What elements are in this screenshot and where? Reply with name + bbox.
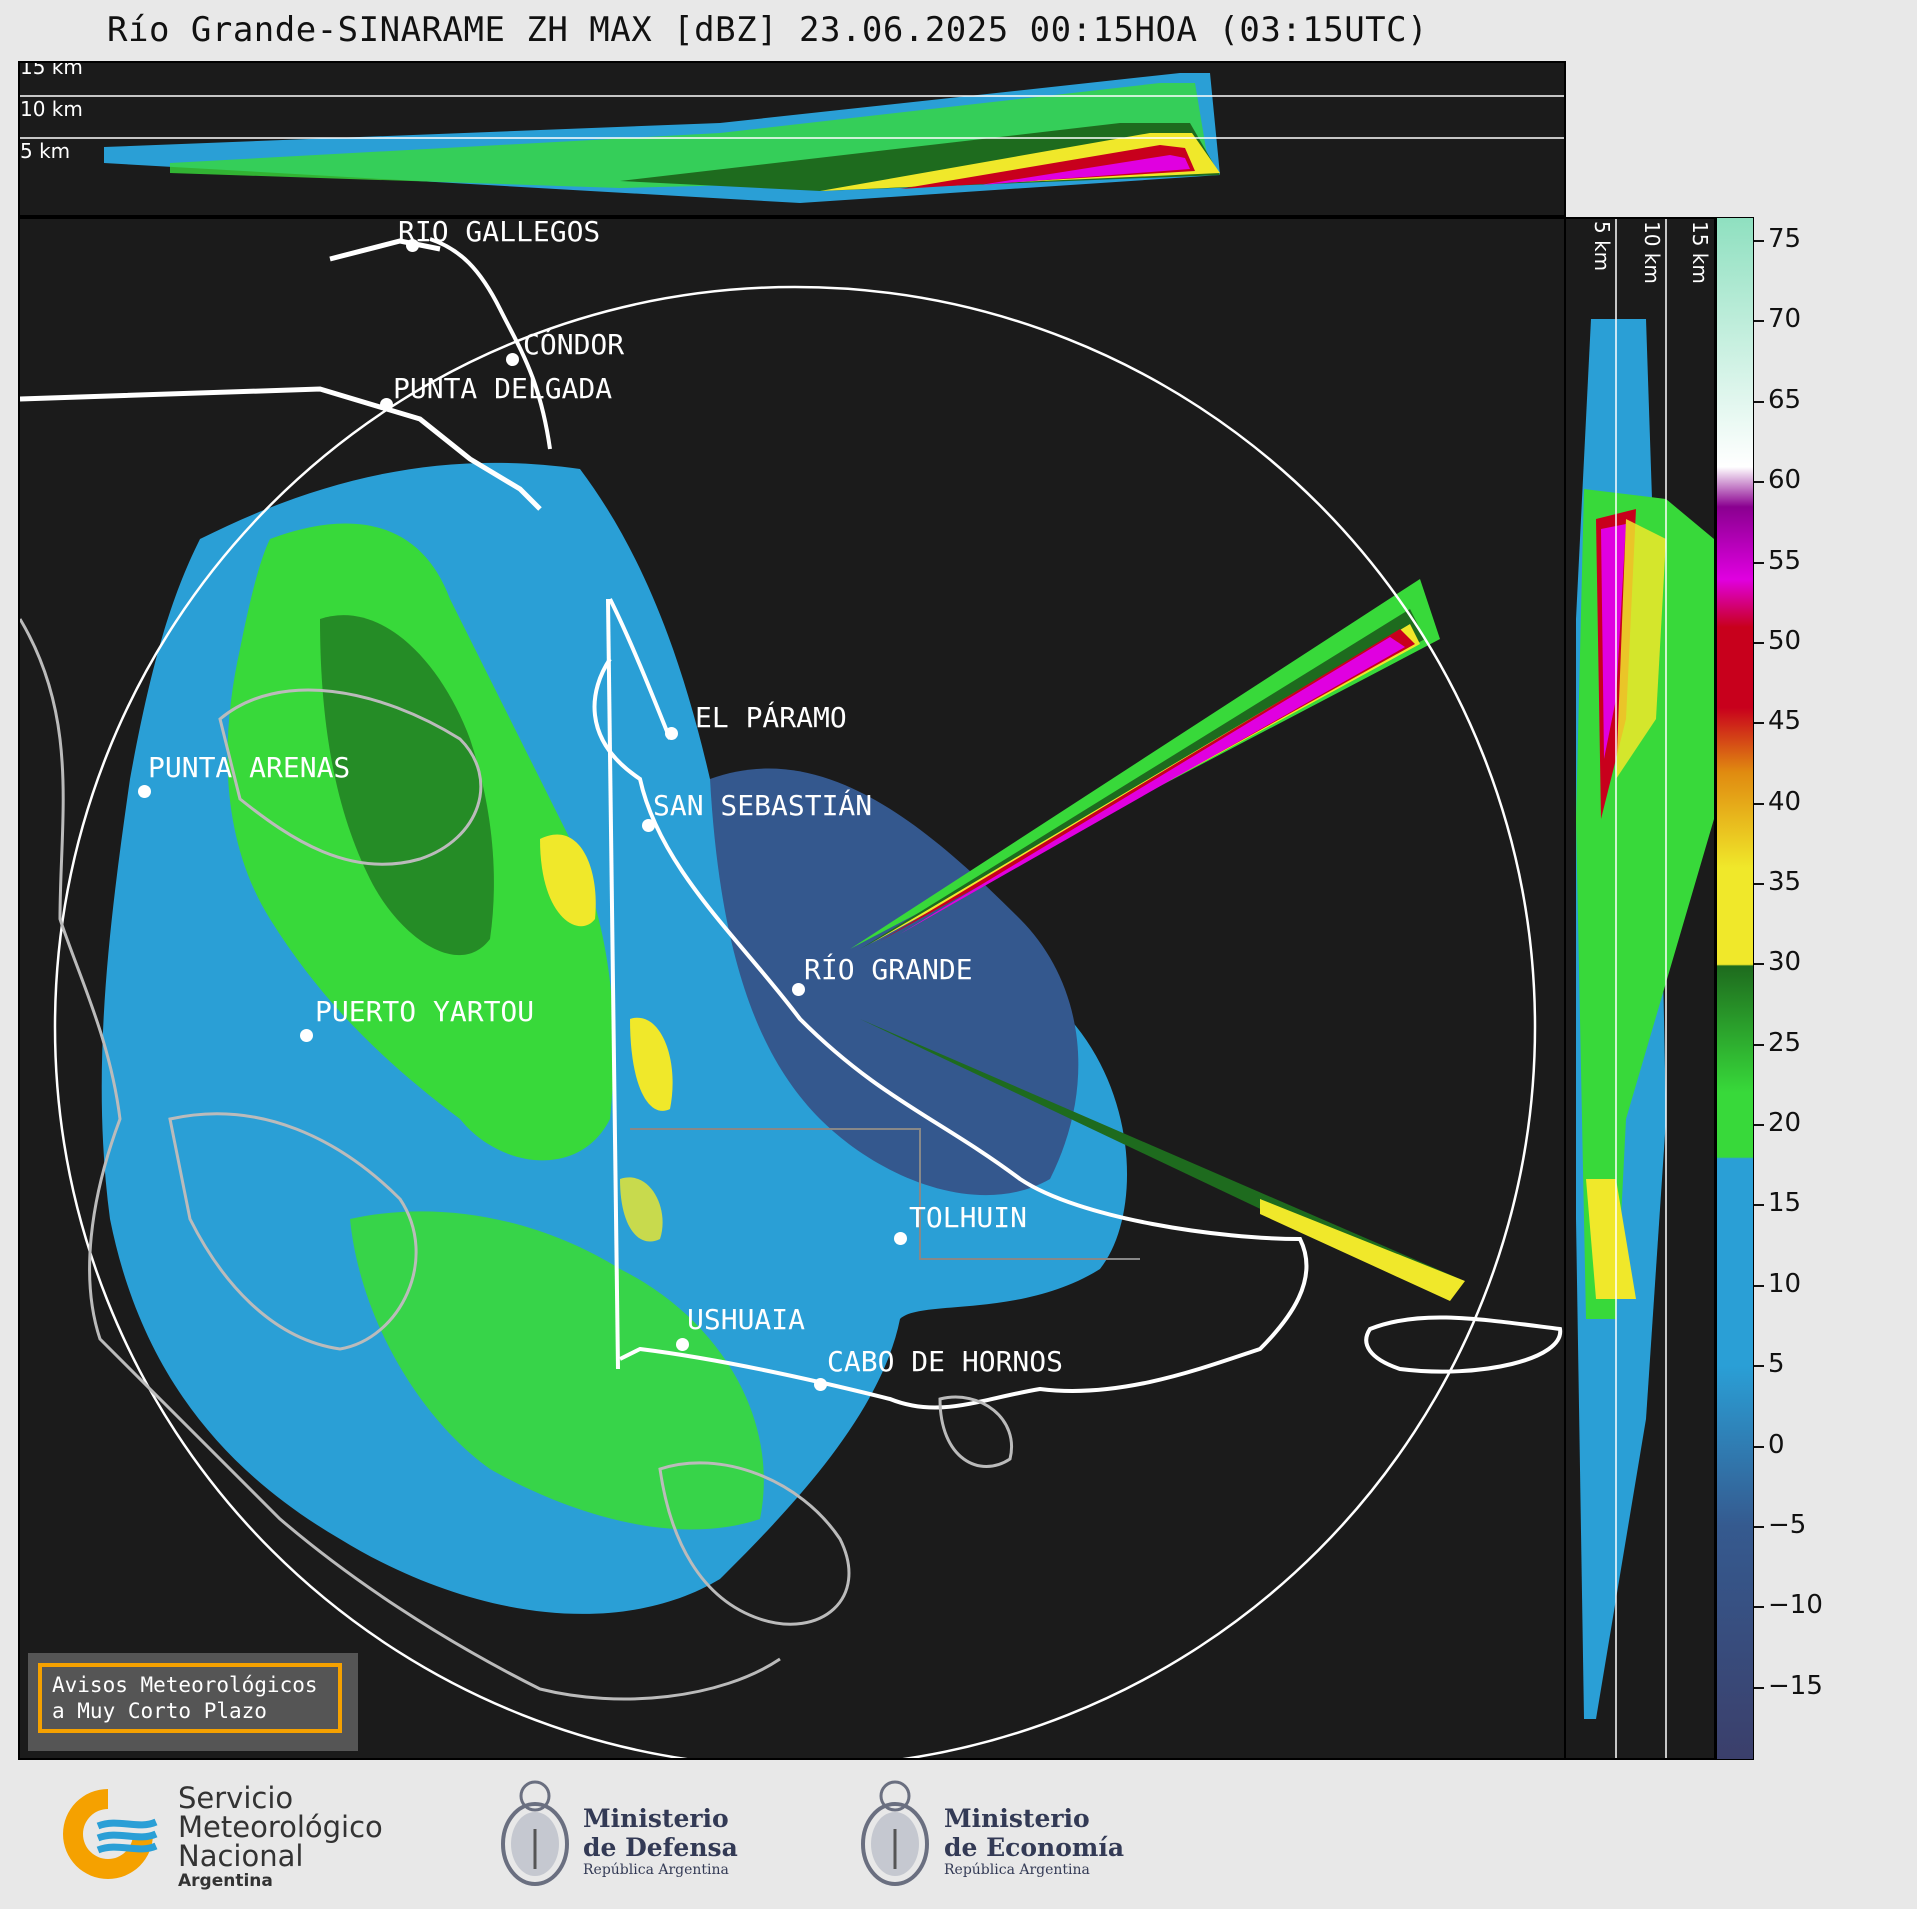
colorbar-tick [1754, 1365, 1764, 1368]
colorbar-tick-label: −10 [1768, 1590, 1823, 1621]
smn-line: Meteorológico [178, 1810, 383, 1844]
top-vertical-profile: 15 km 10 km 5 km [18, 61, 1566, 217]
colorbar [1716, 217, 1754, 1760]
colorbar-tick [1754, 1043, 1764, 1046]
top-level-label: 5 km [20, 139, 71, 163]
argentina-seal-icon [861, 1780, 929, 1886]
radar-map[interactable]: RÍO GALLEGOS CÓNDOR PUNTA DELGADA EL PÁR… [18, 217, 1566, 1760]
colorbar-tick-label: 75 [1768, 224, 1802, 255]
city-label: CÓNDOR [523, 328, 625, 361]
aviso-frame: Avisos Meteorológicos a Muy Corto Plazo [38, 1663, 342, 1733]
colorbar-tick [1754, 240, 1764, 243]
colorbar-tick-label: 0 [1768, 1429, 1785, 1460]
colorbar-tick [1754, 883, 1764, 886]
colorbar-tick [1754, 963, 1764, 966]
city-label: TOLHUIN [909, 1201, 1028, 1234]
defensa-line: de Defensa [583, 1833, 738, 1862]
city-marker [138, 785, 151, 798]
colorbar-tick-label: 55 [1768, 545, 1802, 576]
colorbar-tick [1754, 1445, 1764, 1448]
smn-line: Nacional [178, 1839, 304, 1873]
colorbar-tick-label: 15 [1768, 1188, 1802, 1219]
city-marker [300, 1029, 313, 1042]
aviso-line1: Avisos Meteorológicos [52, 1673, 318, 1697]
city-label: USHUAIA [687, 1303, 806, 1336]
radar-echo-layer [20, 237, 1563, 1758]
city-label: EL PÁRAMO [695, 701, 847, 734]
side-level-label: 10 km [1640, 221, 1664, 284]
colorbar-tick [1754, 1124, 1764, 1127]
city-label: RÍO GALLEGOS [398, 217, 601, 248]
colorbar-tick [1754, 1686, 1764, 1689]
colorbar-tick [1754, 1284, 1764, 1287]
aviso-line2: a Muy Corto Plazo [52, 1699, 267, 1723]
city-label: CABO DE HORNOS [827, 1345, 1064, 1378]
colorbar-tick-label: 5 [1768, 1349, 1785, 1380]
colorbar-tick-label: 70 [1768, 304, 1802, 335]
colorbar-tick-label: −15 [1768, 1670, 1823, 1701]
city-marker [792, 983, 805, 996]
colorbar-tick [1754, 1606, 1764, 1609]
economia-line: de Economía [944, 1833, 1125, 1862]
colorbar-tick [1754, 561, 1764, 564]
city-marker [665, 727, 678, 740]
top-level-label: 10 km [20, 97, 83, 121]
colorbar-tick-label: 20 [1768, 1108, 1802, 1139]
argentina-seal-icon [501, 1780, 569, 1886]
economia-line: República Argentina [944, 1862, 1090, 1878]
top-level-label: 15 km [20, 61, 83, 79]
colorbar-tick-label: 45 [1768, 706, 1802, 737]
colorbar-tick-label: 35 [1768, 867, 1802, 898]
side-level-label: 5 km [1590, 221, 1614, 272]
colorbar-tick-label: 40 [1768, 786, 1802, 817]
side-profile-echo [1576, 219, 1714, 1758]
defensa-line: Ministerio [583, 1804, 729, 1833]
city-label: PUNTA ARENAS [148, 751, 351, 784]
colorbar-tick [1754, 722, 1764, 725]
colorbar-tick-label: 30 [1768, 947, 1802, 978]
city-marker [506, 353, 519, 366]
colorbar-tick [1754, 400, 1764, 403]
economia-line: Ministerio [944, 1804, 1090, 1833]
city-marker [814, 1378, 827, 1391]
side-vertical-profile: 5 km 10 km 15 km [1564, 217, 1716, 1760]
colorbar-tick-label: 65 [1768, 384, 1802, 415]
city-marker [642, 819, 655, 832]
colorbar-tick-label: 60 [1768, 465, 1802, 496]
colorbar-tick [1754, 481, 1764, 484]
city-marker [676, 1338, 689, 1351]
colorbar-tick [1754, 1204, 1764, 1207]
smn-logo-text: Servicio Meteorológico Nacional Argentin… [178, 1781, 383, 1892]
defensa-logo-text: Ministerio de Defensa República Argentin… [583, 1804, 738, 1878]
colorbar-tick [1754, 1525, 1764, 1528]
colorbar-tick-label: −5 [1768, 1509, 1807, 1540]
aviso-box[interactable]: Avisos Meteorológicos a Muy Corto Plazo [28, 1653, 358, 1751]
colorbar-tick [1754, 641, 1764, 644]
city-label: SAN SEBASTIÁN [653, 789, 873, 822]
colorbar-tick-label: 50 [1768, 625, 1802, 656]
map-title: Río Grande-SINARAME ZH MAX [dBZ] 23.06.2… [107, 10, 1429, 50]
city-label: RÍO GRANDE [804, 953, 973, 986]
top-profile-echo [20, 73, 1564, 203]
colorbar-tick [1754, 802, 1764, 805]
defensa-line: República Argentina [583, 1862, 729, 1878]
city-marker [894, 1232, 907, 1245]
colorbar-tick [1754, 320, 1764, 323]
smn-line: Servicio [178, 1781, 294, 1815]
side-level-label: 15 km [1688, 221, 1712, 284]
smn-logo-icon [63, 1789, 158, 1879]
city-marker [406, 239, 419, 252]
city-marker [380, 398, 393, 411]
colorbar-tick-label: 25 [1768, 1027, 1802, 1058]
smn-line: Argentina [178, 1871, 273, 1891]
colorbar-tick-label: 10 [1768, 1268, 1802, 1299]
city-label: PUERTO YARTOU [315, 995, 535, 1028]
economia-logo-text: Ministerio de Economía República Argenti… [944, 1804, 1124, 1878]
city-label: PUNTA DELGADA [393, 372, 613, 405]
